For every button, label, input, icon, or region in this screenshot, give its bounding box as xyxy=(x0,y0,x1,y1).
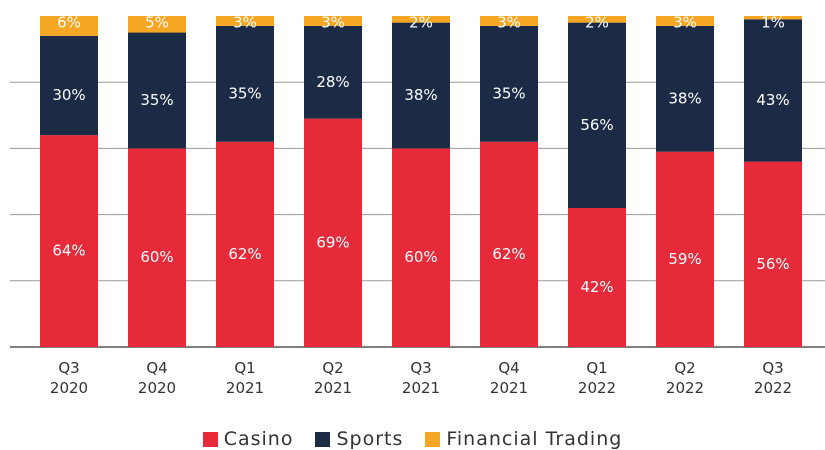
data-label: 6% xyxy=(57,14,81,32)
data-label: 56% xyxy=(580,116,613,134)
data-label: 60% xyxy=(404,248,437,266)
data-label: 42% xyxy=(580,278,613,296)
data-label: 3% xyxy=(233,14,257,32)
data-label: 3% xyxy=(321,14,345,32)
x-tick-label: Q2 2021 xyxy=(313,359,353,397)
bar-segment xyxy=(480,16,538,26)
bar-segment xyxy=(304,25,362,119)
bar-segment xyxy=(744,16,802,20)
data-label: 62% xyxy=(228,245,261,263)
bar-segment xyxy=(656,151,714,347)
bar-segment xyxy=(128,16,186,33)
data-label: 3% xyxy=(497,14,521,32)
legend-label: Casino xyxy=(223,428,294,450)
bar-segment xyxy=(656,25,714,152)
legend-swatch xyxy=(315,431,331,447)
data-label: 2% xyxy=(585,14,609,32)
data-label: 3% xyxy=(673,14,697,32)
legend-label: Financial Trading xyxy=(446,428,623,450)
x-tick-label: Q1 2022 xyxy=(577,359,617,397)
legend-item: Sports xyxy=(315,428,403,450)
bar-segment xyxy=(216,25,274,142)
bar-segment xyxy=(568,22,626,208)
bar-segment xyxy=(128,148,186,347)
bar-segment xyxy=(568,207,626,347)
data-label: 64% xyxy=(52,242,85,260)
bar-segment xyxy=(216,16,274,26)
data-label: 30% xyxy=(52,86,85,104)
bar-segment xyxy=(40,16,98,36)
bar-segment xyxy=(304,16,362,26)
x-tick-label: Q3 2022 xyxy=(753,359,793,397)
x-tick-label: Q4 2021 xyxy=(489,359,529,397)
x-tick-label: Q1 2021 xyxy=(225,359,265,397)
legend-item: Casino xyxy=(202,428,294,450)
data-label: 43% xyxy=(756,91,789,109)
x-tick-label: Q2 2022 xyxy=(665,359,705,397)
bar-segment xyxy=(304,118,362,347)
legend-swatch xyxy=(202,431,218,447)
bar-segment xyxy=(568,16,626,23)
data-label: 62% xyxy=(492,245,525,263)
bar-segment xyxy=(392,148,450,347)
x-tick-label: Q4 2020 xyxy=(137,359,177,397)
bar-segment xyxy=(40,35,98,136)
bar-segment xyxy=(480,141,538,347)
data-label: 59% xyxy=(668,250,701,268)
data-label: 28% xyxy=(316,73,349,91)
bar-segment xyxy=(744,19,802,162)
x-tick-label: Q3 2020 xyxy=(49,359,89,397)
data-label: 69% xyxy=(316,233,349,251)
bar-segment xyxy=(480,25,538,142)
x-tick-label: Q3 2021 xyxy=(401,359,441,397)
bar-segment xyxy=(656,16,714,26)
legend-item: Financial Trading xyxy=(425,428,622,450)
data-label: 35% xyxy=(492,84,525,102)
bar-segment xyxy=(392,22,450,149)
legend-swatch xyxy=(425,431,441,447)
bar-segment xyxy=(216,141,274,347)
plot: 64% 30% 6% 60% 35% 5% 62% 35% 3% 69% 28% 3% 60% 38% 2%… xyxy=(10,14,825,348)
data-label: 2% xyxy=(409,14,433,32)
data-label: 60% xyxy=(140,248,173,266)
legend-label: Sports xyxy=(336,428,404,450)
data-label: 5% xyxy=(145,14,169,32)
data-label: 38% xyxy=(668,89,701,107)
bar-segment xyxy=(392,16,450,23)
data-label: 35% xyxy=(228,84,261,102)
data-label: 35% xyxy=(140,91,173,109)
data-label: 56% xyxy=(756,255,789,273)
bar-segment xyxy=(744,161,802,347)
bar-segment xyxy=(40,135,98,347)
bar-segment xyxy=(128,32,186,149)
legend: Casino Sports Financial Trading xyxy=(0,428,825,450)
data-label: 38% xyxy=(404,86,437,104)
data-label: 1% xyxy=(761,14,785,32)
